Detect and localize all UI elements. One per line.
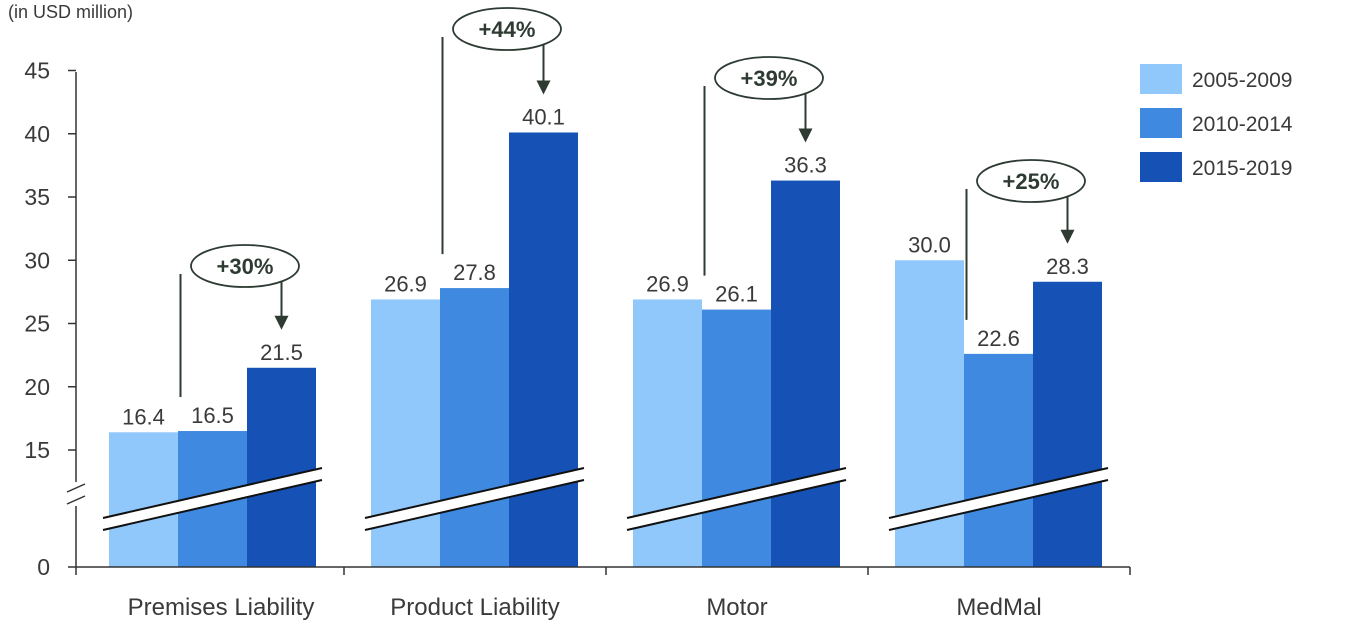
bar-2015-2019-0: [247, 367, 316, 567]
change-badge-ellipse: [190, 244, 300, 288]
down-arrow-icon: [1060, 229, 1075, 244]
legend-swatch: [1140, 152, 1182, 182]
y-tick-label: 45: [24, 58, 50, 84]
value-label: 26.9: [646, 271, 689, 296]
x-category-label: MedMal: [956, 594, 1041, 621]
value-label: 16.4: [122, 404, 165, 429]
change-badge-label: +44%: [479, 17, 536, 42]
value-label: 22.6: [977, 326, 1020, 351]
y-tick-label: 25: [24, 311, 50, 337]
axis-break-line: [888, 467, 1109, 519]
value-label: 21.5: [260, 340, 303, 365]
axis-break-line: [888, 479, 1109, 531]
axis-break-line: [102, 467, 323, 519]
x-category-label: Product Liability: [390, 594, 559, 621]
axis-break-line: [364, 467, 585, 519]
value-label: 27.8: [453, 260, 496, 285]
axis-break-line: [626, 467, 847, 519]
legend-swatch: [1140, 108, 1182, 138]
change-badge-label: +25%: [1003, 169, 1060, 194]
change-badge-ellipse: [714, 56, 824, 100]
axis-break-gap: [103, 468, 322, 530]
value-label: 28.3: [1046, 254, 1089, 279]
change-badge-label: +39%: [741, 66, 798, 91]
bar-2005-2009-0: [109, 432, 178, 567]
y-axis-break-mark: [66, 495, 86, 505]
value-label: 36.3: [784, 153, 827, 178]
value-label: 30.0: [908, 232, 951, 257]
value-label: 16.5: [191, 403, 234, 428]
legend-label: 2010-2014: [1192, 113, 1293, 136]
y-axis-break-mark: [66, 483, 86, 493]
legend-label: 2015-2019: [1192, 157, 1292, 180]
y-tick-label: 20: [24, 374, 50, 400]
axis-break-gap: [365, 468, 584, 530]
bar-2015-2019-2: [771, 180, 840, 567]
bar-2015-2019-3: [1033, 281, 1102, 567]
value-label: 40.1: [522, 104, 565, 129]
axis-break-line: [102, 479, 323, 531]
down-arrow-icon: [536, 80, 551, 95]
bar-2010-2014-2: [702, 309, 771, 567]
change-badge-ellipse: [976, 159, 1086, 203]
axis-break-gap: [889, 468, 1108, 530]
value-label: 26.9: [384, 271, 427, 296]
legend-swatch: [1140, 64, 1182, 94]
y-tick-label: 30: [24, 247, 50, 273]
x-category-label: Premises Liability: [128, 594, 315, 621]
x-category-label: Motor: [706, 594, 767, 621]
legend-label: 2005-2009: [1192, 69, 1292, 92]
axis-break-gap: [627, 468, 846, 530]
y-tick-label: 35: [24, 184, 50, 210]
axis-break-line: [364, 479, 585, 531]
unit-label: (in USD million): [8, 2, 133, 22]
bar-2015-2019-1: [509, 132, 578, 568]
y-tick-label: 15: [24, 437, 50, 463]
bar-2010-2014-1: [440, 288, 509, 567]
value-label: 26.1: [715, 282, 758, 307]
y-tick-label: 0: [37, 554, 50, 580]
change-badge-ellipse: [452, 7, 562, 51]
axis-break-line: [626, 479, 847, 531]
bar-2010-2014-3: [964, 353, 1033, 567]
y-tick-label: 40: [24, 121, 50, 147]
down-arrow-icon: [274, 315, 289, 330]
change-badge-label: +30%: [217, 254, 274, 279]
down-arrow-icon: [798, 128, 813, 143]
